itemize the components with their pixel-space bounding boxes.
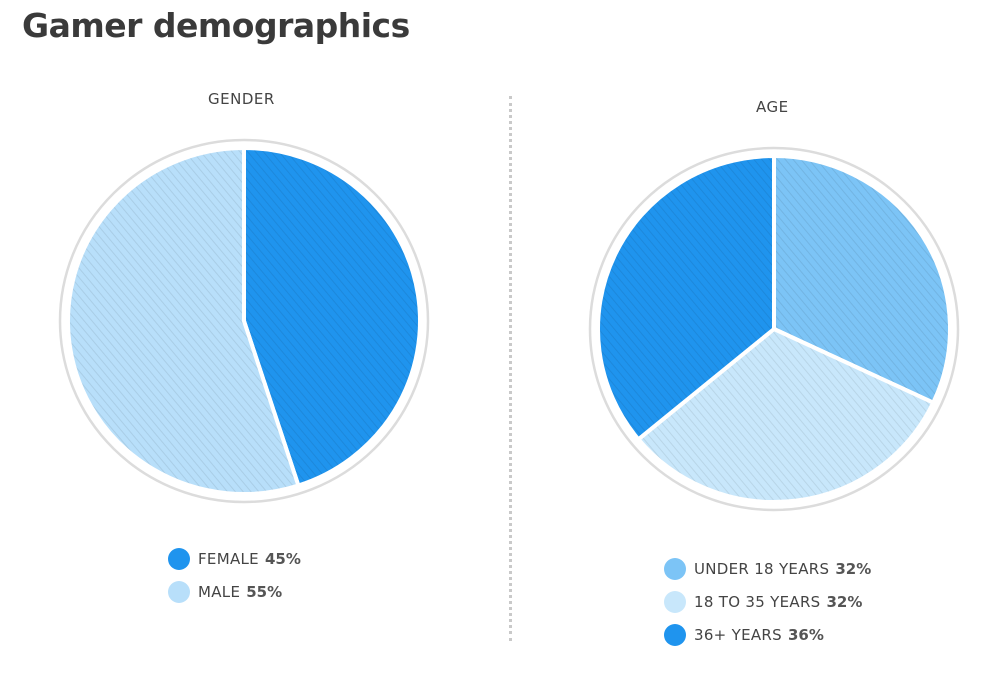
legend-swatch-female [168,547,190,570]
legend-swatch-18-to-35 [664,590,686,613]
pie-slice-18-to-35-years [636,327,936,504]
legend-swatch-36-plus [664,623,686,646]
legend-label-36-plus: 36+ YEARS [694,625,782,644]
gender-legend: FEMALE 45% MALE 55% [168,542,301,608]
gender-pie-chart [58,138,430,504]
legend-label-male: MALE [198,582,241,601]
legend-item-under-18: UNDER 18 YEARS 32% [664,552,871,585]
legend-label-18-to-35: 18 TO 35 YEARS [694,592,821,611]
legend-value-male: 55% [246,582,283,601]
legend-label-female: FEMALE [198,549,259,568]
legend-value-18-to-35: 32% [826,592,863,611]
age-chart-title: AGE [756,98,789,116]
pie-slice-under-18-years [772,154,952,405]
legend-item-female: FEMALE 45% [168,542,301,575]
gender-chart-title: GENDER [208,90,275,108]
legend-swatch-male [168,580,190,603]
legend-item-18-to-35: 18 TO 35 YEARS 32% [664,585,871,618]
pie-slice-female [242,146,422,488]
age-legend: UNDER 18 YEARS 32% 18 TO 35 YEARS 32% 36… [664,552,871,651]
legend-value-under-18: 32% [835,559,872,578]
legend-value-36-plus: 36% [787,625,824,644]
legend-label-under-18: UNDER 18 YEARS [694,559,830,578]
legend-swatch-under-18 [664,557,686,580]
legend-item-male: MALE 55% [168,575,301,608]
legend-value-female: 45% [264,549,301,568]
age-pie-chart [588,146,960,512]
legend-item-36-plus: 36+ YEARS 36% [664,618,871,651]
pie-slice-male [66,146,301,496]
pie-slice-36-years [596,154,776,442]
chart-divider [509,96,512,641]
page-title: Gamer demographics [22,6,410,45]
